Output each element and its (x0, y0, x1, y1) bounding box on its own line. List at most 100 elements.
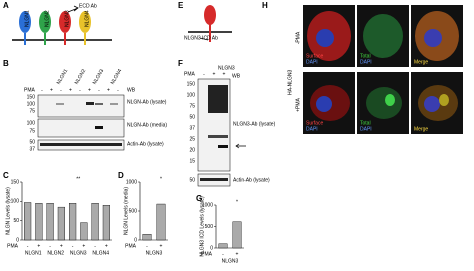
marker: 50 (29, 139, 35, 145)
panel-letter: E (178, 1, 184, 10)
y-axis-label: NLGN Levels (media) (123, 187, 129, 235)
row-label: PMA (201, 251, 213, 257)
x-tick-label: - (222, 251, 224, 257)
y-tick-label: 150 (11, 179, 20, 185)
channel-label: Surface (306, 53, 323, 59)
marker: 100 (27, 101, 36, 107)
group-label: NLGN3 (222, 258, 239, 264)
channel-label: DAPI (360, 126, 372, 132)
panel-letter: A (3, 1, 9, 10)
lane-label: NLGN3 (218, 65, 235, 71)
annotation: * (160, 176, 162, 182)
wb-label: WB (232, 73, 241, 79)
x-tick-label: - (72, 243, 74, 249)
y-tick-label: 1000 (126, 179, 137, 185)
x-tick-label: + (105, 243, 108, 249)
blot-label: NLGN-Ab (media) (127, 122, 167, 128)
marker: 150 (27, 94, 36, 100)
bar (218, 243, 228, 249)
marker: 75 (29, 108, 35, 114)
receptor-label: NLGN4 (84, 10, 90, 27)
construct-label: HA-NLGN3 (287, 69, 293, 95)
panel-letter: C (3, 171, 9, 180)
channel-label: Total (360, 53, 371, 59)
antibody-label: ECD Ab (79, 3, 97, 9)
annotation: * (236, 199, 238, 205)
marker: 100 (27, 120, 36, 126)
receptor-label: NLGN1 (24, 10, 30, 27)
x-tick-label: + (82, 243, 85, 249)
group-label: NLGN2 (47, 250, 64, 256)
x-tick-label: - (49, 243, 51, 249)
y-tick-label: 500 (205, 224, 214, 230)
panel-letter: G (196, 194, 202, 203)
bar (102, 204, 110, 241)
marker: 150 (187, 81, 196, 87)
lane-sign: + (213, 71, 216, 77)
x-tick-label: - (27, 243, 29, 249)
y-tick-label: 500 (129, 208, 138, 214)
panel-letter: B (3, 59, 9, 68)
group-label: NLGN3 (146, 250, 163, 256)
row-label: -PMA (295, 31, 301, 44)
x-tick-label: + (160, 243, 163, 249)
panel-letter: D (118, 171, 124, 180)
group-label: NLGN1 (25, 250, 42, 256)
channel-label: DAPI (306, 59, 318, 65)
blot-label: Actin-Ab (lysate) (233, 177, 270, 183)
channel-label: DAPI (306, 126, 318, 132)
marker: 75 (189, 103, 195, 109)
x-tick-label: - (146, 243, 148, 249)
micrographs (303, 5, 463, 134)
marker: 37 (29, 146, 35, 152)
row-label: +PMA (295, 97, 301, 111)
lane-label: NLGN4 (110, 68, 124, 86)
y-tick-label: 0 (210, 245, 213, 251)
channel-label: Merge (414, 126, 428, 132)
bar (80, 222, 88, 241)
blot-label: NLGN3-Ab (lysate) (233, 121, 276, 127)
lane-sign: - (60, 87, 62, 93)
bar (24, 202, 32, 241)
row-label: PMA (24, 87, 36, 93)
y-tick-label: 1000 (202, 202, 213, 208)
group-label: NLGN4 (92, 250, 109, 256)
blot-label: Actin-Ab (lysate) (127, 141, 164, 147)
bar (156, 203, 166, 241)
antibody-label: NLGN3 ICD Ab (184, 35, 218, 41)
wb-label: WB (127, 87, 136, 93)
receptor-label: NLGN3 (64, 10, 70, 27)
lane-sign: + (223, 71, 226, 77)
channel-label: DAPI (360, 59, 372, 65)
bar (91, 203, 99, 241)
x-tick-label: + (37, 243, 40, 249)
lane-sign: - (203, 71, 205, 77)
marker: 25 (189, 136, 195, 142)
lane-sign: - (117, 87, 119, 93)
lane-sign: + (50, 87, 53, 93)
panel-letter: F (178, 59, 183, 68)
bar (46, 203, 54, 241)
lane-label: NLGN1 (56, 68, 70, 86)
y-tick-label: 0 (16, 237, 19, 243)
marker: 75 (29, 128, 35, 134)
bar (142, 233, 152, 241)
lane-sign: + (69, 87, 72, 93)
x-tick-label: - (94, 243, 96, 249)
bar (232, 221, 242, 249)
lane-label: NLGN2 (74, 68, 88, 86)
channel-label: Surface (306, 120, 323, 126)
panel-letter: H (262, 1, 268, 10)
lane-sign: + (88, 87, 91, 93)
y-tick-label: 50 (13, 218, 19, 224)
y-tick-label: 0 (134, 237, 137, 243)
lane-sign: - (98, 87, 100, 93)
row-label: PMA (125, 243, 137, 249)
channel-label: Merge (414, 59, 428, 65)
marker: 15 (189, 158, 195, 164)
annotation: ** (76, 176, 80, 182)
x-tick-label: + (236, 251, 239, 257)
channel-label: Total (360, 120, 371, 126)
marker: 20 (189, 147, 195, 153)
